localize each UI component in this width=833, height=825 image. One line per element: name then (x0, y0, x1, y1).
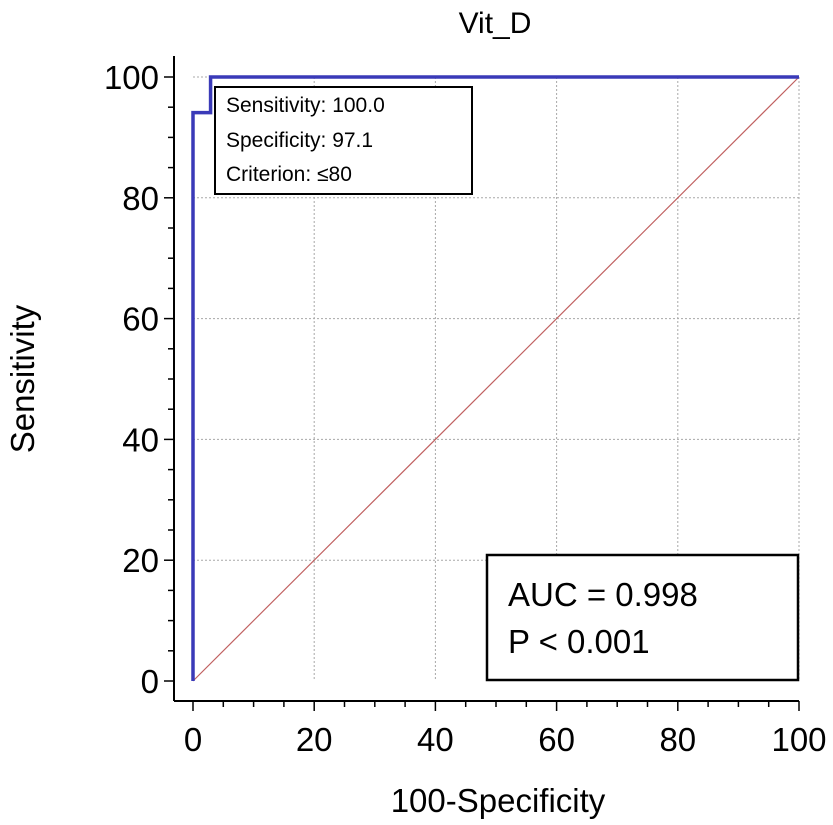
x-axis-title: 100-Specificity (391, 782, 606, 819)
auc-stats-box: AUC = 0.998 P < 0.001 (485, 553, 800, 682)
cutoff-specificity-text: Specificity: 97.1 (226, 129, 373, 152)
x-tick-label: 60 (538, 721, 575, 758)
cutoff-criterion-text: Criterion: ≤80 (226, 163, 352, 186)
auc-text: AUC = 0.998 (508, 576, 698, 613)
y-tick-label: 100 (104, 59, 159, 96)
x-tick-label: 80 (659, 721, 696, 758)
y-tick-label: 80 (122, 180, 159, 217)
x-tick-label: 40 (417, 721, 454, 758)
y-tick-label: 0 (141, 663, 159, 700)
y-tick-labels: 0 20 40 60 80 100 (104, 59, 159, 700)
roc-curve-line (191, 75, 799, 681)
y-tick-label: 60 (122, 301, 159, 338)
auc-stats-frame (485, 553, 800, 682)
p-value-text: P < 0.001 (508, 623, 650, 660)
y-tick-label: 20 (122, 542, 159, 579)
reference-diagonal-line (192, 76, 800, 682)
x-tick-label: 20 (296, 721, 333, 758)
x-tick-labels: 0 20 40 60 80 100 (184, 721, 827, 758)
x-tick-label: 100 (771, 721, 826, 758)
y-tick-label: 40 (122, 421, 159, 458)
cutoff-info-box: Sensitivity: 100.0 Specificity: 97.1 Cri… (214, 86, 473, 195)
chart-title: Vit_D (459, 7, 532, 40)
x-tick-label: 0 (184, 721, 202, 758)
cutoff-sensitivity-text: Sensitivity: 100.0 (226, 94, 385, 117)
cutoff-info-frame (214, 86, 473, 195)
y-axis-title: Sensitivity (4, 304, 41, 453)
